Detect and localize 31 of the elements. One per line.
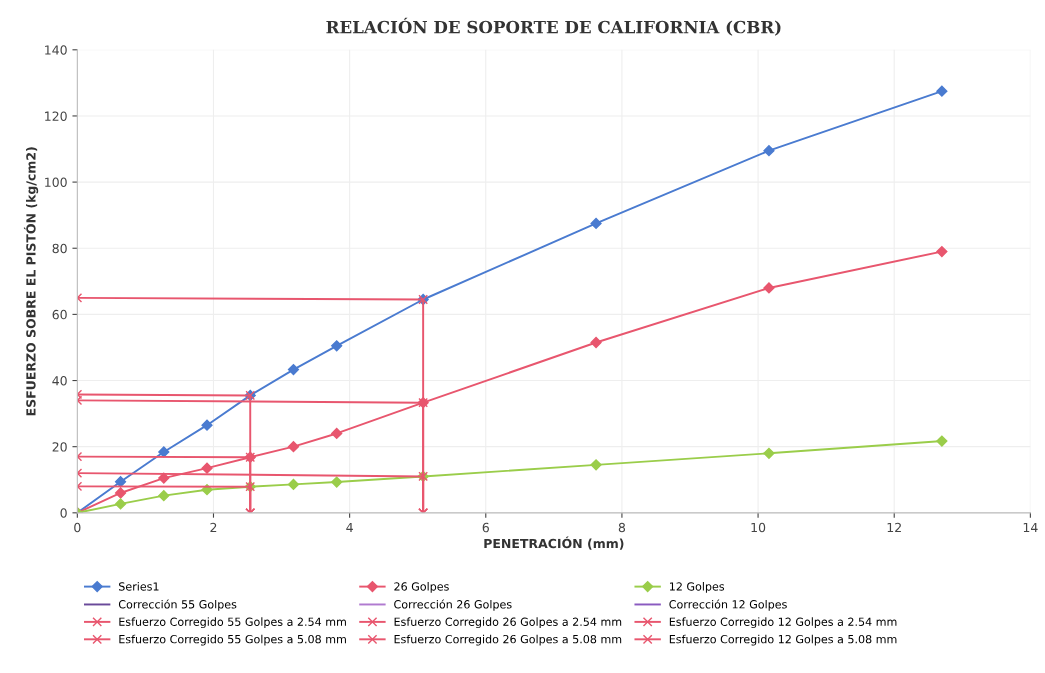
legend-label: Corrección 12 Golpes <box>669 599 787 611</box>
x-tick-label: 6 <box>482 522 489 533</box>
legend-label: Corrección 55 Golpes <box>118 599 237 611</box>
y-tick-label: 140 <box>45 45 67 55</box>
x-tick-label: 10 <box>751 522 766 533</box>
y-tick-label: 120 <box>45 111 67 121</box>
y-tick-label: 0 <box>60 508 67 518</box>
y-tick-label: 20 <box>52 442 67 452</box>
x-tick-label: 4 <box>346 522 353 533</box>
legend-label: Series1 <box>119 582 159 591</box>
y-tick-label: 60 <box>52 309 67 320</box>
x-tick-label: 2 <box>210 522 217 533</box>
legend-label: Esfuerzo Corregido 55 Golpes a 5.08 mm <box>119 634 346 646</box>
chart-title: RELACIÓN DE SOPORTE DE CALIFORNIA (CBR) <box>326 17 781 36</box>
legend-label: Esfuerzo Corregido 26 Golpes a 2.54 mm <box>394 617 622 629</box>
x-tick-label: 8 <box>618 522 626 533</box>
y-axis-title: ESFUERZO SOBRE EL PISTÓN (kg/cm2) <box>23 147 39 416</box>
legend-label: Corrección 26 Golpes <box>394 599 512 611</box>
legend-label: Esfuerzo Corregido 55 Golpes a 2.54 mm <box>119 617 346 629</box>
x-axis-title: PENETRACIÓN (mm) <box>484 536 624 550</box>
legend-label: Esfuerzo Corregido 26 Golpes a 5.08 mm <box>394 634 622 646</box>
y-tick-label: 80 <box>52 243 67 254</box>
y-tick-label: 100 <box>45 177 67 188</box>
legend-label: Esfuerzo Corregido 12 Golpes a 2.54 mm <box>669 617 897 629</box>
y-tick-label: 40 <box>52 376 67 386</box>
legend-label: Esfuerzo Corregido 12 Golpes a 5.08 mm <box>669 634 897 646</box>
x-tick-label: 0 <box>74 522 81 533</box>
x-tick-label: 14 <box>1023 522 1038 533</box>
legend-label: 26 Golpes <box>394 582 449 593</box>
x-tick-label: 12 <box>887 522 901 533</box>
legend-label: 12 Golpes <box>669 582 725 593</box>
